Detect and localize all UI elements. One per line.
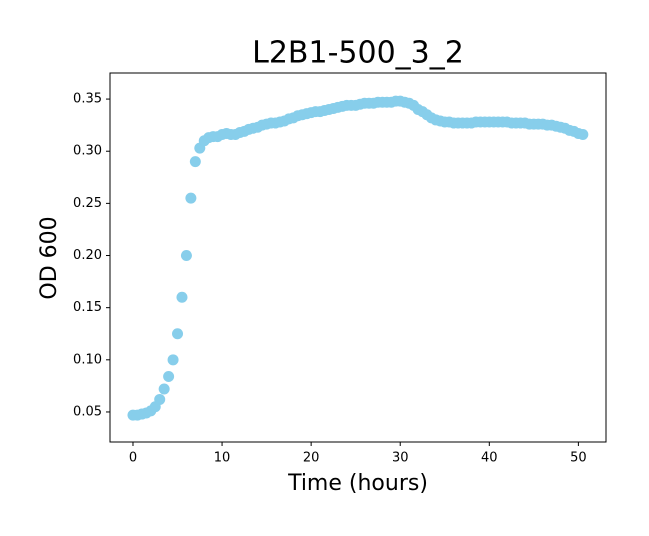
x-axis-label: Time (hours): [287, 471, 428, 496]
point: [180, 250, 192, 262]
point: [577, 129, 589, 141]
point: [176, 291, 188, 303]
y-axis-label: OD 600: [37, 216, 62, 299]
y-tick-label: 0.35: [73, 92, 102, 107]
point: [172, 328, 184, 340]
y-tick-label: 0.20: [73, 248, 102, 263]
y-tick-label: 0.30: [73, 144, 102, 159]
point: [185, 192, 197, 204]
x-tick-label: 0: [129, 451, 137, 466]
x-tick-label: 40: [481, 451, 498, 466]
point: [189, 156, 201, 168]
x-tick-label: 50: [570, 451, 587, 466]
point: [163, 371, 175, 383]
point: [154, 393, 166, 405]
y-tick-label: 0.10: [73, 352, 102, 367]
plot-frame: [109, 72, 607, 443]
y-tick-label: 0.05: [73, 404, 102, 419]
x-tick-label: 30: [392, 451, 409, 466]
x-tick-label: 20: [303, 451, 320, 466]
chart-title: L2B1-500_3_2: [252, 36, 464, 71]
y-tick-label: 0.15: [73, 300, 102, 315]
y-tick-label: 0.25: [73, 196, 102, 211]
point: [158, 383, 170, 395]
point: [167, 354, 179, 366]
x-tick-label: 10: [214, 451, 231, 466]
